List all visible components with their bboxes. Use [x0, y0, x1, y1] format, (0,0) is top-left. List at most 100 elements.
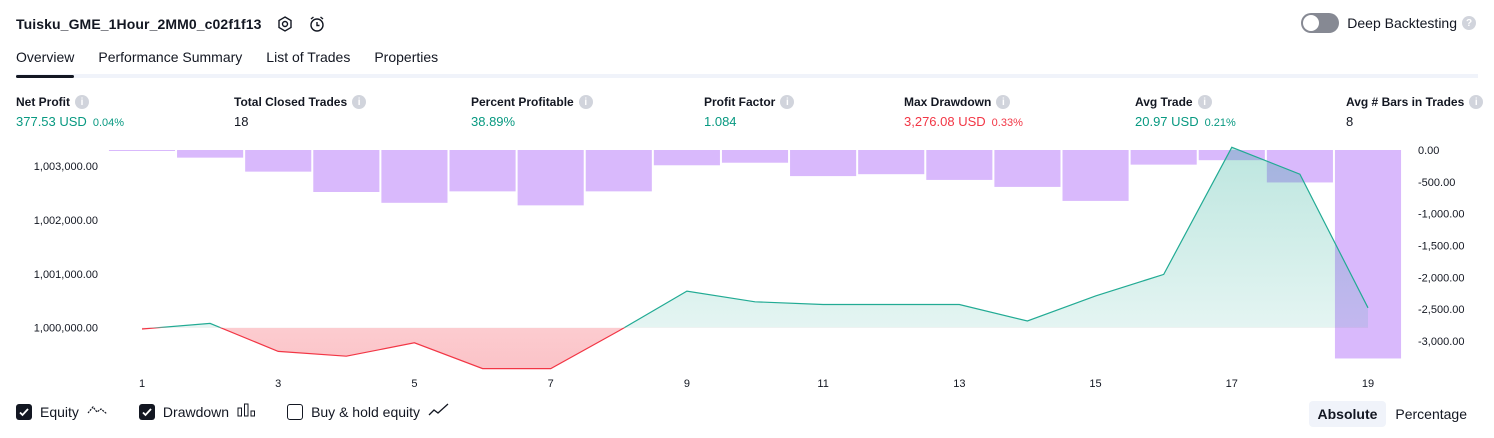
tab-list-of-trades[interactable]: List of Trades	[266, 49, 351, 65]
stat-value: 1.084	[704, 114, 737, 129]
drawdown-bar	[585, 150, 652, 192]
right-axis-tick: -3,000.00	[1418, 336, 1464, 348]
stat-profit-factor: Profit Factor i 1.084	[704, 94, 795, 129]
stat-value: 18	[234, 114, 249, 129]
x-axis-tick: 5	[411, 378, 417, 390]
drawdown-bar	[177, 150, 244, 158]
equity-area-negative	[142, 327, 1368, 369]
stat-label: Percent Profitable	[471, 95, 574, 109]
tab-properties[interactable]: Properties	[374, 49, 439, 65]
deep-backtesting-toggle[interactable]	[1301, 13, 1340, 33]
info-icon[interactable]: i	[1197, 95, 1212, 109]
checkbox-checked-icon	[138, 403, 155, 420]
stat-percent: 0.33%	[991, 117, 1023, 129]
strategy-title: Tuisku_GME_1Hour_2MM0_c02f1f13	[16, 16, 262, 32]
header: Tuisku_GME_1Hour_2MM0_c02f1f13	[16, 12, 326, 36]
stat-label: Profit Factor	[704, 95, 776, 109]
stat-label: Max Drawdown	[904, 95, 992, 109]
info-icon[interactable]: i	[75, 95, 89, 109]
buy-hold-label: Buy & hold equity	[311, 403, 421, 420]
x-axis-tick: 11	[817, 378, 828, 390]
stat-label: Avg Trade	[1135, 95, 1193, 109]
right-axis-tick: -1,000.00	[1418, 209, 1464, 221]
drawdown-bar	[858, 150, 925, 175]
right-axis-tick: -2,000.00	[1418, 272, 1464, 284]
equity-series	[141, 146, 1369, 370]
tab-overview[interactable]: Overview	[16, 46, 75, 78]
stat-value: 3,276.08 USD	[904, 114, 986, 129]
info-icon[interactable]: i	[996, 95, 1011, 109]
drawdown-bar	[313, 150, 380, 192]
left-axis-tick: 1,002,000.00	[34, 215, 98, 227]
drawdown-bar	[108, 150, 176, 151]
info-icon[interactable]: i	[578, 95, 593, 109]
checkbox-checked-icon	[16, 403, 32, 420]
equity-checkbox[interactable]: Equity	[16, 403, 109, 420]
equity-drawdown-chart[interactable]: 1,000,000.00 1,001,000.00 1,002,000.00 1,00…	[0, 140, 1494, 395]
stat-avg-trade: Avg Trade i 20.97 USD 0.21%	[1135, 94, 1236, 129]
equity-line-negative	[141, 327, 626, 370]
right-axis-tick: 0.00	[1418, 145, 1439, 157]
drawdown-bar	[449, 150, 516, 192]
tab-bar: Overview Performance Summary List of Tra…	[16, 46, 1478, 78]
info-icon[interactable]: i	[352, 95, 367, 109]
x-axis-tick: 3	[275, 378, 281, 390]
buy-hold-line-icon	[428, 403, 450, 420]
drawdown-bar	[653, 150, 720, 166]
info-icon[interactable]: i	[1469, 95, 1484, 109]
chart-legend: Equity Drawdown Buy & hold equity	[16, 403, 480, 420]
drawdown-bar	[381, 150, 448, 203]
stat-label: Total Closed Trades	[234, 95, 348, 109]
x-axis-tick: 19	[1362, 378, 1374, 390]
drawdown-bars-icon	[237, 403, 257, 420]
drawdown-bar	[1130, 150, 1197, 165]
stat-label: Avg # Bars in Trades	[1346, 95, 1465, 109]
stat-total-closed-trades: Total Closed Trades i 18	[234, 94, 367, 129]
stat-net-profit: Net Profit i 377.53 USD 0.04%	[16, 94, 124, 129]
checkbox-unchecked-icon	[287, 403, 304, 420]
x-axis-tick: 1	[139, 378, 145, 390]
right-axis: 0.00 -500.00 -1,000.00 -1,500.00 -2,000.00 -2…	[1418, 145, 1464, 348]
right-axis-tick: -2,500.00	[1418, 304, 1464, 316]
settings-icon[interactable]	[276, 15, 294, 33]
right-axis-tick: -500.00	[1418, 177, 1455, 189]
equity-label: Equity	[40, 403, 79, 420]
drawdown-bar	[721, 150, 789, 163]
drawdown-bar	[1062, 150, 1129, 201]
equity-line-positive	[150, 146, 1369, 328]
drawdown-bar	[790, 150, 857, 177]
stat-max-drawdown: Max Drawdown i 3,276.08 USD 0.33%	[904, 94, 1023, 129]
x-axis-tick: 9	[684, 378, 690, 390]
buy-hold-checkbox[interactable]: Buy & hold equity	[287, 403, 450, 420]
info-icon[interactable]: i	[780, 95, 795, 109]
percentage-button[interactable]: Percentage	[1395, 406, 1467, 422]
equity-area-positive	[157, 147, 1368, 328]
stat-label: Net Profit	[16, 95, 70, 109]
drawdown-bar	[245, 150, 312, 172]
tab-performance-summary[interactable]: Performance Summary	[98, 49, 243, 65]
stat-avg-bars: Avg # Bars in Trades i 8	[1346, 94, 1484, 129]
drawdown-bar	[994, 150, 1061, 187]
drawdown-label: Drawdown	[162, 403, 230, 420]
x-axis-tick: 13	[953, 378, 965, 390]
help-icon[interactable]: ?	[1462, 16, 1476, 30]
stat-percent: 0.04%	[92, 117, 125, 129]
stat-value: 377.53 USD	[16, 114, 87, 129]
left-axis-tick: 1,003,000.00	[34, 161, 98, 173]
drawdown-checkbox[interactable]: Drawdown	[138, 403, 257, 420]
stat-value: 8	[1346, 114, 1354, 129]
right-axis-tick: -1,500.00	[1418, 240, 1464, 252]
left-axis: 1,000,000.00 1,001,000.00 1,002,000.00 1,00…	[34, 161, 98, 335]
equity-line-icon	[87, 403, 109, 420]
alarm-add-icon[interactable]	[308, 15, 326, 33]
deep-backtesting-label: Deep Backtesting	[1347, 15, 1457, 31]
left-axis-tick: 1,000,000.00	[34, 323, 98, 335]
x-axis-tick: 15	[1089, 378, 1101, 390]
x-axis: 1 3 5 7 9 11 13 15 17 19	[139, 378, 1374, 390]
toggle-knob	[1303, 15, 1320, 31]
absolute-button[interactable]: Absolute	[1308, 401, 1387, 427]
stat-percent-profitable: Percent Profitable i 38.89%	[471, 94, 593, 129]
drawdown-bar	[517, 150, 584, 206]
deep-backtesting: Deep Backtesting ?	[1301, 13, 1476, 33]
left-axis-tick: 1,001,000.00	[34, 269, 98, 281]
